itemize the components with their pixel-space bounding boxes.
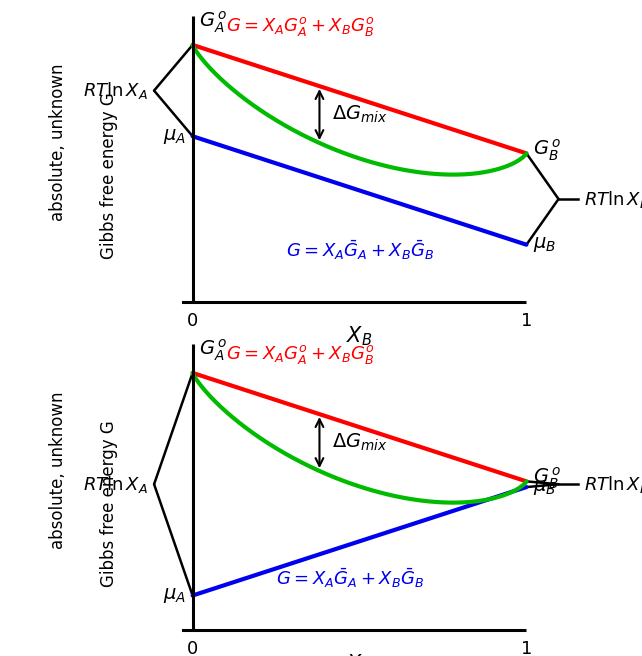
Text: $G=X_AG_A^o+X_BG_B^o$: $G=X_AG_A^o+X_BG_B^o$ <box>226 343 375 366</box>
Text: $RT\ln X_A$: $RT\ln X_A$ <box>83 474 148 495</box>
Text: $\mu_B$: $\mu_B$ <box>533 236 556 254</box>
Text: $\mu_B$: $\mu_B$ <box>533 478 556 497</box>
Text: $G_B^{\,o}$: $G_B^{\,o}$ <box>533 137 561 163</box>
Text: $G_A^{\,o}$: $G_A^{\,o}$ <box>199 338 227 363</box>
Text: $X_B$: $X_B$ <box>346 653 373 656</box>
Text: $RT\ln X_B$: $RT\ln X_B$ <box>584 188 642 209</box>
Text: $G=X_AG_A^o+X_BG_B^o$: $G=X_AG_A^o+X_BG_B^o$ <box>226 15 375 38</box>
Text: $RT\ln X_A$: $RT\ln X_A$ <box>83 80 148 101</box>
Text: Gibbs free energy G: Gibbs free energy G <box>100 92 118 259</box>
Text: $\Delta G_{mix}$: $\Delta G_{mix}$ <box>333 104 388 125</box>
Text: 0: 0 <box>187 312 198 329</box>
Text: $\mu_A$: $\mu_A$ <box>163 127 186 146</box>
Text: absolute, unknown: absolute, unknown <box>49 392 67 550</box>
Text: $G_A^{\,o}$: $G_A^{\,o}$ <box>199 10 227 35</box>
Text: 1: 1 <box>521 312 532 329</box>
Text: $X_B$: $X_B$ <box>346 325 373 348</box>
Text: $G_B^{\,o}$: $G_B^{\,o}$ <box>533 465 561 491</box>
Text: $G=X_A\bar{G}_A+X_B\bar{G}_B$: $G=X_A\bar{G}_A+X_B\bar{G}_B$ <box>286 239 435 262</box>
Text: 0: 0 <box>187 640 198 656</box>
Text: $RT\ln X_B$: $RT\ln X_B$ <box>584 474 642 495</box>
Text: $\mu_A$: $\mu_A$ <box>163 586 186 605</box>
Text: $\Delta G_{mix}$: $\Delta G_{mix}$ <box>333 432 388 453</box>
Text: $G=X_A\bar{G}_A+X_B\bar{G}_B$: $G=X_A\bar{G}_A+X_B\bar{G}_B$ <box>276 567 424 590</box>
Text: 1: 1 <box>521 640 532 656</box>
Text: absolute, unknown: absolute, unknown <box>49 64 67 222</box>
Text: Gibbs free energy G: Gibbs free energy G <box>100 420 118 587</box>
